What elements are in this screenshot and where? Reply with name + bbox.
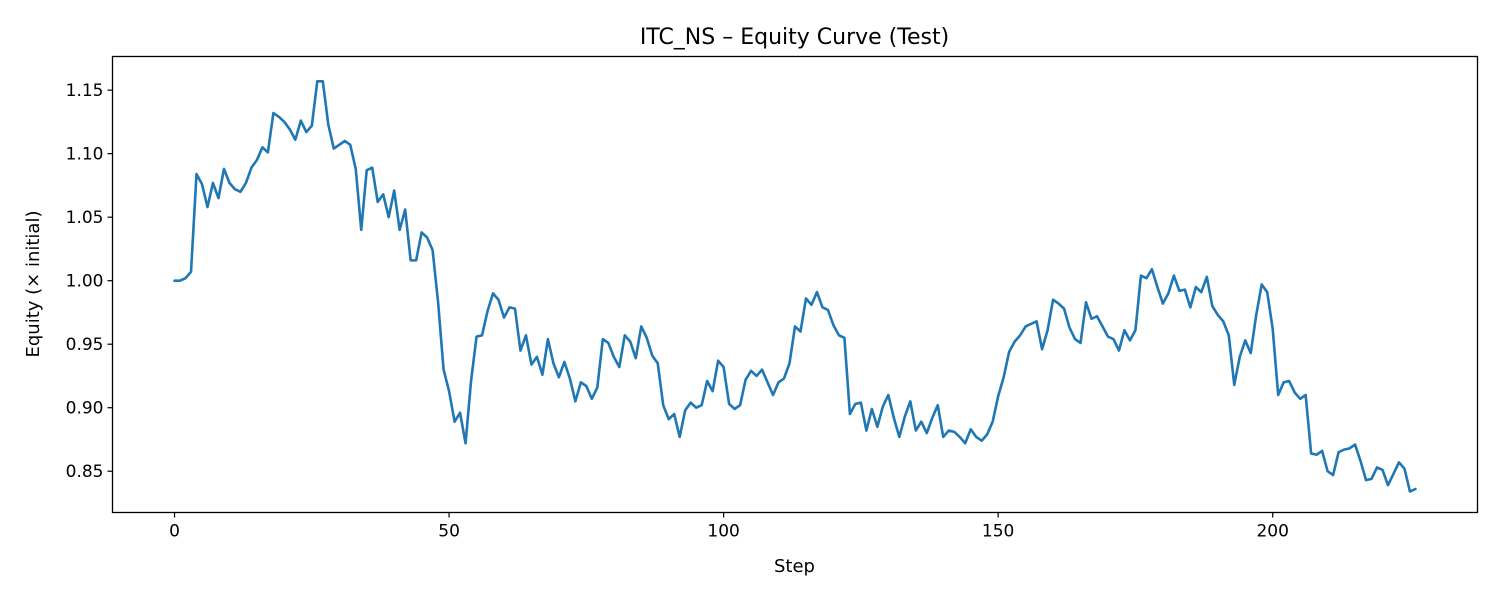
x-tick-label: 150 [982, 522, 1014, 542]
x-tick-label: 0 [169, 522, 180, 542]
axes-frame [111, 55, 1479, 514]
y-tick-label: 1.10 [66, 145, 104, 165]
x-tick-label: 200 [1256, 522, 1288, 542]
x-tick-label: 100 [707, 522, 739, 542]
y-tick-label: 1.15 [66, 81, 104, 101]
line-layer [173, 79, 1417, 493]
equity-series-line [173, 79, 1417, 493]
plot-area [111, 55, 1479, 514]
y-axis-label: Equity (× initial) [23, 211, 44, 358]
x-tick-label: 50 [438, 522, 460, 542]
y-tick-label: 1.05 [66, 208, 104, 228]
y-tick-label: 1.00 [66, 272, 104, 292]
y-tick-label: 0.85 [66, 462, 104, 482]
x-axis-label: Step [774, 556, 815, 577]
y-tick-label: 0.95 [66, 335, 104, 355]
y-tick-label: 0.90 [66, 399, 104, 419]
chart-title: ITC_NS – Equity Curve (Test) [640, 25, 949, 50]
x-axis: 0 50 100 150 200 [169, 512, 1289, 542]
y-axis: 0.85 0.90 0.95 1.00 1.05 1.10 1.15 [66, 81, 113, 482]
